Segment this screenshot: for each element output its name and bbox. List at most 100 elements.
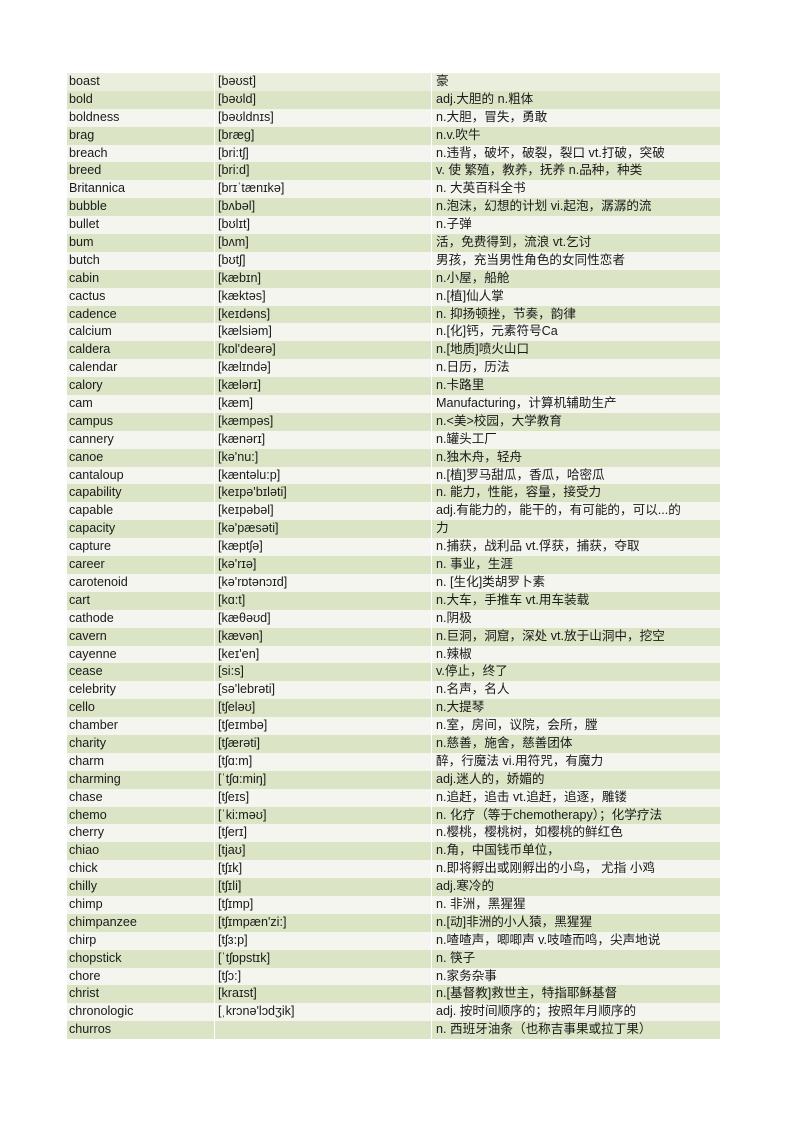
table-row: capable [keɪpəbəl] adj.有能力的，能干的，有可能的，可以...… xyxy=(67,502,720,521)
word-cell: caldera xyxy=(67,341,215,360)
table-row: calendar [kælɪndə] n.日历，历法 xyxy=(67,359,720,378)
table-row: chimp [tʃɪmp] n. 非洲，黑猩猩 xyxy=(67,895,720,914)
phonetic-cell: [tʃeɪs] xyxy=(215,788,432,807)
word-cell: breed xyxy=(67,162,215,181)
meaning-cell: n. 大英百科全书 xyxy=(436,181,526,196)
table-row: bullet [bʊlɪt] n.子弹 xyxy=(67,216,720,235)
table-row: cathode [kæθəʊd] n.阴极 xyxy=(67,609,720,628)
meaning-cell: n.追赶，追击 vt.追赶，追逐，雕镂 xyxy=(436,789,628,804)
meaning-cell: n. 事业，生涯 xyxy=(436,557,513,572)
meaning-cell: 男孩，充当男性角色的女同性恋者 xyxy=(436,252,625,267)
meaning-cell: n.[地质]喷火山口 xyxy=(436,342,530,357)
table-row: campus [kæmpəs] n.<美>校园，大学教育 xyxy=(67,412,720,431)
meaning-cell: n.名声，名人 xyxy=(436,682,510,697)
table-row: bum [bʌm] 活，免费得到，流浪 vt.乞讨 xyxy=(67,234,720,252)
word-cell: bubble xyxy=(67,198,215,217)
meaning-cell: n.大车，手推车 vt.用车装载 xyxy=(436,592,590,607)
table-row: calcium [kælsiəm] n.[化]钙，元素符号Ca xyxy=(67,323,720,342)
table-row: cabin [kæbɪn] n.小屋，船舱 xyxy=(67,269,720,288)
phonetic-cell: [bəʊst] xyxy=(215,73,432,91)
table-row: charming [ˈtʃɑ:miŋ] adj.迷人的，娇媚的 xyxy=(67,770,720,789)
word-cell: cart xyxy=(67,591,215,610)
word-cell: cabin xyxy=(67,269,215,288)
table-row: chopstick [ˈtʃɒpstɪk] n. 筷子 xyxy=(67,949,720,968)
word-cell: charm xyxy=(67,752,215,771)
word-cell: chore xyxy=(67,967,215,986)
phonetic-cell: [tʃerɪ] xyxy=(215,824,432,843)
phonetic-cell: [tʃeləʊ] xyxy=(215,699,432,718)
meaning-cell: n. [生化]类胡罗卜素 xyxy=(436,574,546,589)
phonetic-cell: [kælsiəm] xyxy=(215,323,432,342)
word-cell: butch xyxy=(67,251,215,270)
meaning-cell: n.室，房间，议院，会所，膛 xyxy=(436,718,598,733)
meaning-cell: adj.有能力的，能干的，有可能的，可以...的 xyxy=(436,503,681,518)
word-cell: chilly xyxy=(67,878,215,896)
word-cell: cayenne xyxy=(67,645,215,664)
meaning-cell: 力 xyxy=(436,521,449,536)
phonetic-cell: [bʌm] xyxy=(215,234,432,252)
phonetic-cell: [bri:tʃ] xyxy=(215,144,432,163)
word-cell: chick xyxy=(67,860,215,879)
phonetic-cell: [kə'pæsəti] xyxy=(215,520,432,539)
word-cell: career xyxy=(67,556,215,574)
phonetic-cell: [keɪdəns] xyxy=(215,305,432,324)
meaning-cell: n.[基督教]救世主，特指耶稣基督 xyxy=(436,986,618,1001)
word-cell: carotenoid xyxy=(67,573,215,592)
phonetic-cell: [kə'rɪə] xyxy=(215,556,432,574)
phonetic-cell xyxy=(215,1021,432,1040)
table-row: chase [tʃeɪs] n.追赶，追击 vt.追赶，追逐，雕镂 xyxy=(67,788,720,807)
phonetic-cell: [sə'lebrəti] xyxy=(215,681,432,700)
phonetic-cell: [bəʊldnɪs] xyxy=(215,108,432,127)
word-cell: charity xyxy=(67,734,215,753)
meaning-cell: n.子弹 xyxy=(436,217,472,232)
word-cell: chimp xyxy=(67,895,215,914)
table-row: chick [tʃɪk] n.即将孵出或刚孵出的小鸟， 尤指 小鸡 xyxy=(67,860,720,879)
word-cell: calcium xyxy=(67,323,215,342)
word-cell: chimpanzee xyxy=(67,913,215,932)
word-cell: cactus xyxy=(67,287,215,306)
table-row: breed [bri:d] v. 使 繁殖，教养，抚养 n.品种，种类 xyxy=(67,162,720,181)
word-cell: chronologic xyxy=(67,1003,215,1022)
meaning-cell: n.大提琴 xyxy=(436,700,485,715)
meaning-cell: n.角，中国钱币单位， xyxy=(436,843,560,858)
word-cell: bullet xyxy=(67,216,215,235)
word-cell: chemo xyxy=(67,806,215,825)
vocabulary-table: boast [bəʊst] 豪 bold [bəʊld] adj.大胆的 n.粗体 bold… xyxy=(67,73,720,1040)
table-row: cavern [kævən] n.巨洞，洞窟，深处 vt.放于山洞中，挖空 xyxy=(67,627,720,646)
table-row: caldera [kɒl'deərə] n.[地质]喷火山口 xyxy=(67,341,720,360)
table-row: cayenne [keɪ'en] n.辣椒 xyxy=(67,645,720,664)
phonetic-cell: [kraɪst] xyxy=(215,985,432,1004)
meaning-cell: n.即将孵出或刚孵出的小鸟， 尤指 小鸡 xyxy=(436,861,656,876)
word-cell: calory xyxy=(67,377,215,396)
word-cell: bum xyxy=(67,234,215,252)
meaning-cell: 活，免费得到，流浪 vt.乞讨 xyxy=(436,235,592,250)
word-cell: calendar xyxy=(67,359,215,378)
table-row: chronologic [ˌkrɔnə'lɔdʒik] adj. 按时间顺序的；按照… xyxy=(67,1003,720,1022)
phonetic-cell: [ˈtʃɒpstɪk] xyxy=(215,949,432,968)
meaning-cell: adj.大胆的 n.粗体 xyxy=(436,91,534,106)
table-row: chiao [tjaʊ] n.角，中国钱币单位， xyxy=(67,842,720,861)
phonetic-cell: [kɒl'deərə] xyxy=(215,341,432,360)
word-cell: cello xyxy=(67,699,215,718)
table-row: cease [si:s] v.停止，终了 xyxy=(67,663,720,682)
meaning-cell: n. 筷子 xyxy=(436,950,476,965)
word-cell: cease xyxy=(67,663,215,682)
table-row: cherry [tʃerɪ] n.樱桃，樱桃树，如樱桃的鲜红色 xyxy=(67,824,720,843)
phonetic-cell: [tʃɪli] xyxy=(215,878,432,896)
phonetic-cell: [tʃɜ:p] xyxy=(215,931,432,950)
word-cell: breach xyxy=(67,144,215,163)
meaning-cell: n. 西班牙油条（也称吉事果或拉丁果） xyxy=(436,1022,652,1037)
meaning-cell: adj.寒冷的 xyxy=(436,879,495,894)
phonetic-cell: [kə'nu:] xyxy=(215,448,432,467)
table-row: cantaloup [kæntəlu:p] n.[植]罗马甜瓜，香瓜，哈密瓜 xyxy=(67,466,720,485)
table-row: cannery [kænərɪ] n.罐头工厂 xyxy=(67,430,720,449)
table-row: charity [tʃærəti] n.慈善，施舍，慈善团体 xyxy=(67,734,720,753)
word-cell: capability xyxy=(67,484,215,503)
table-row: capability [keɪpə'bɪləti] n. 能力，性能，容量，接受力 xyxy=(67,484,720,503)
phonetic-cell: [kævən] xyxy=(215,627,432,646)
meaning-cell: n.卡路里 xyxy=(436,378,485,393)
meaning-cell: n. 抑扬顿挫，节奏，韵律 xyxy=(436,306,576,321)
table-row: capture [kæptʃə] n.捕获，战利品 vt.俘获，捕获，夺取 xyxy=(67,538,720,557)
phonetic-cell: [kæm] xyxy=(215,395,432,413)
phonetic-cell: [tjaʊ] xyxy=(215,842,432,861)
